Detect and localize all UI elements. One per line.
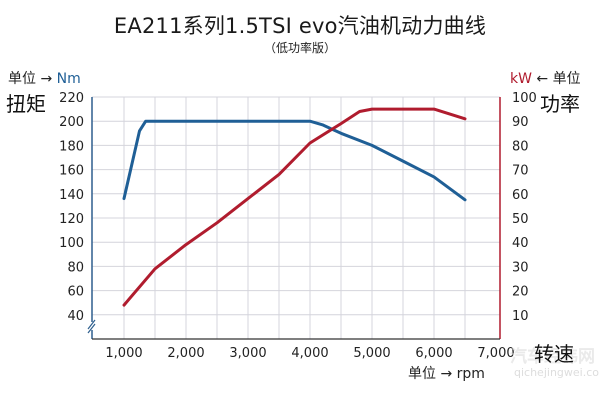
left-unit-prefix: 单位 → <box>8 71 53 87</box>
left-unit: Nm <box>56 71 81 87</box>
left-tick-label: 60 <box>67 285 84 300</box>
left-tick-label: 180 <box>59 139 84 154</box>
left-axis-unit: 单位 → Nm <box>8 68 81 88</box>
right-tick-label: 10 <box>512 309 529 324</box>
watermark-logo: 汽车经纬网 <box>510 347 595 367</box>
x-tick-label: 1,000 <box>105 346 142 361</box>
right-tick-label: 80 <box>512 139 529 154</box>
x-tick-label: 6,000 <box>415 346 452 361</box>
left-tick-label: 120 <box>59 212 84 227</box>
x-tick-label: 4,000 <box>291 346 328 361</box>
right-tick-label: 20 <box>512 285 529 300</box>
right-tick-label: 100 <box>512 91 537 106</box>
x-axis-label: 转速 <box>534 342 574 366</box>
left-tick-label: 40 <box>67 309 84 324</box>
torque-curve <box>122 119 467 202</box>
chart-subtitle: （低功率版） <box>263 41 336 55</box>
axis-break-icon <box>87 323 96 334</box>
left-axis-label: 扭矩 <box>6 92 46 116</box>
right-axis-unit: kW ← 单位 <box>510 68 581 88</box>
right-tick-label: 30 <box>512 260 529 275</box>
power-curve <box>122 107 467 307</box>
left-tick-label: 200 <box>59 115 84 130</box>
left-tick-label: 80 <box>67 260 84 275</box>
right-axis-label: 功率 <box>540 92 580 116</box>
right-tick-label: 60 <box>512 188 529 203</box>
left-tick-label: 220 <box>59 91 84 106</box>
left-tick-label: 140 <box>59 188 84 203</box>
axis-break-mask <box>88 322 96 330</box>
right-tick-label: 90 <box>512 115 529 130</box>
x-axis-unit: 单位 → rpm <box>408 366 485 382</box>
right-unit: kW <box>510 71 532 87</box>
x-tick-label: 5,000 <box>353 346 390 361</box>
right-tick-label: 50 <box>512 212 529 227</box>
right-tick-label: 70 <box>512 164 529 179</box>
x-tick-label: 2,000 <box>167 346 204 361</box>
x-tick-label: 3,000 <box>229 346 266 361</box>
right-unit-suffix: ← 单位 <box>536 71 581 87</box>
watermark-url: qichejingwei.com <box>514 366 600 379</box>
x-tick-label: 7,000 <box>477 346 514 361</box>
axis-break-icon <box>87 319 96 330</box>
chart-title: EA211系列1.5TSI evo汽油机动力曲线 <box>113 14 487 38</box>
left-tick-label: 100 <box>59 236 84 251</box>
right-tick-label: 40 <box>512 236 529 251</box>
left-tick-label: 160 <box>59 164 84 179</box>
